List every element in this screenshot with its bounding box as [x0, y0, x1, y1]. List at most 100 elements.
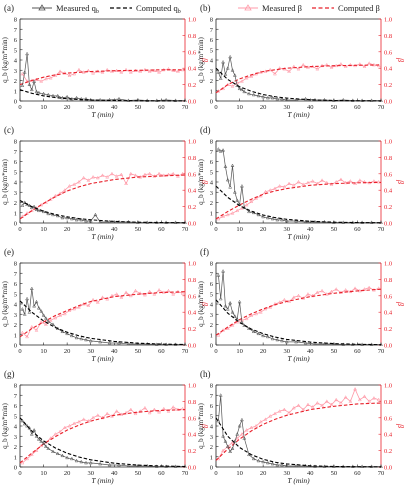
y2-tick-label: 0.4: [188, 66, 197, 73]
series-computed-qb: [19, 417, 186, 468]
y2-tick-label: 1.0: [188, 139, 196, 146]
measured-qb-point: [237, 423, 242, 428]
chart-panel: (a) 0 1 2 3 4 5 6 7 8 0.0 0.2 0.4 0.6 0.8 1.0 0 10 20 30 40 5…: [1, 3, 209, 119]
y-axis-label: q_b (kg/m*min): [197, 158, 205, 204]
measured-beta-point: [353, 286, 357, 290]
x-tick-label: 0: [18, 226, 21, 233]
panel-label: (h): [200, 369, 211, 379]
x-tick-label: 20: [64, 348, 70, 355]
series-measured-qb: [22, 288, 185, 345]
measured-beta-point: [77, 67, 81, 72]
y2-tick-label: 0.0: [188, 99, 196, 106]
measured-qb-point: [98, 339, 103, 344]
measured-beta-point: [143, 292, 147, 297]
measured-qb-point: [256, 93, 261, 98]
y-tick-label: 8: [14, 261, 17, 268]
x-axis-label: T (min): [91, 110, 114, 119]
measured-beta-point: [315, 181, 320, 185]
y-tick-label: 5: [210, 413, 213, 420]
measured-beta-point: [44, 322, 48, 326]
y-tick-label: 1: [210, 454, 213, 461]
y-tick-label: 5: [210, 291, 213, 298]
measured-beta-point: [143, 172, 147, 176]
measured-beta-point: [128, 293, 133, 298]
measured-beta-point: [25, 334, 29, 339]
y2-axis-label: β: [200, 301, 209, 306]
measured-beta-point: [343, 287, 348, 292]
y2-tick-label: 0.0: [188, 343, 196, 350]
series-measured-qb: [218, 56, 381, 101]
measured-beta-point: [128, 171, 133, 176]
x-tick-label: 20: [260, 104, 267, 111]
measured-beta-point: [287, 410, 291, 415]
measured-qb-point: [34, 207, 39, 212]
x-axis-label: T (min): [287, 110, 310, 119]
series-computed-qb: [215, 185, 382, 224]
measured-beta-point: [62, 188, 67, 192]
x-tick-label: 50: [331, 226, 338, 233]
y2-tick-label: 0.2: [188, 204, 196, 211]
y2-tick-label: 1.0: [384, 17, 392, 24]
measured-beta-point: [29, 208, 34, 213]
measured-beta-point: [362, 394, 367, 398]
y-tick-label: 6: [210, 281, 214, 288]
x-tick-label: 60: [158, 104, 165, 111]
x-tick-label: 10: [236, 470, 243, 477]
measured-qb-point: [44, 444, 48, 448]
measured-qb-point: [251, 329, 256, 334]
measured-beta-point: [372, 396, 376, 400]
series-measured-qb: [218, 395, 381, 467]
measured-beta-point: [166, 172, 171, 176]
x-tick-label: 70: [378, 104, 385, 111]
measured-qb-point: [216, 147, 221, 151]
measured-qb-point: [20, 307, 25, 311]
measured-beta-point: [216, 216, 221, 221]
y-tick-label: 4: [210, 58, 214, 65]
measured-beta-point: [20, 71, 25, 76]
measured-beta-point: [157, 70, 161, 74]
measured-beta-point: [334, 63, 339, 68]
measured-beta-point: [58, 313, 62, 317]
measured-beta-point: [119, 70, 124, 74]
measured-qb-point: [360, 98, 365, 102]
y2-tick-label: 0.0: [384, 221, 392, 228]
measured-qb-point: [256, 212, 261, 217]
x-axis-label: T (min): [91, 476, 114, 485]
y2-tick-label: 0.8: [384, 155, 392, 162]
measured-qb-point: [270, 216, 275, 221]
measured-qb-point: [235, 432, 240, 436]
y-axis-label: q_b (kg/m*min): [1, 280, 9, 326]
measured-qb-point: [232, 314, 237, 318]
y-tick-label: 1: [14, 332, 17, 339]
y2-tick-label: 0.8: [188, 399, 196, 406]
y2-tick-label: 0.6: [384, 49, 393, 56]
y2-tick-label: 0.4: [384, 66, 393, 73]
x-tick-label: 30: [87, 348, 94, 355]
measured-beta-point: [282, 297, 287, 302]
series-measured-beta: [22, 289, 183, 338]
measured-beta-point: [138, 69, 143, 73]
measured-qb-point: [275, 462, 280, 467]
measured-qb-point: [265, 334, 270, 339]
measured-qb-point: [29, 87, 34, 92]
measured-qb-point: [22, 200, 27, 204]
panel-label: (g): [4, 369, 15, 379]
measured-beta-point: [152, 407, 157, 411]
series-computed-qb: [215, 417, 382, 468]
y-tick-label: 4: [14, 58, 18, 65]
measured-beta-point: [25, 456, 29, 461]
series-computed-beta: [19, 291, 186, 338]
y-tick-label: 2: [14, 200, 17, 207]
y-tick-label: 3: [210, 434, 213, 441]
measured-qb-point: [69, 456, 74, 461]
measured-qb-point: [145, 98, 150, 102]
measured-qb-point: [117, 340, 121, 345]
measured-qb-point: [270, 336, 275, 341]
measured-qb-point: [218, 393, 223, 397]
measured-beta-point: [268, 414, 273, 418]
measured-beta-point: [86, 68, 91, 73]
measured-beta-point: [357, 397, 362, 402]
measured-qb-point: [74, 335, 79, 340]
measured-qb-point: [284, 218, 289, 223]
measured-qb-point: [164, 97, 169, 102]
